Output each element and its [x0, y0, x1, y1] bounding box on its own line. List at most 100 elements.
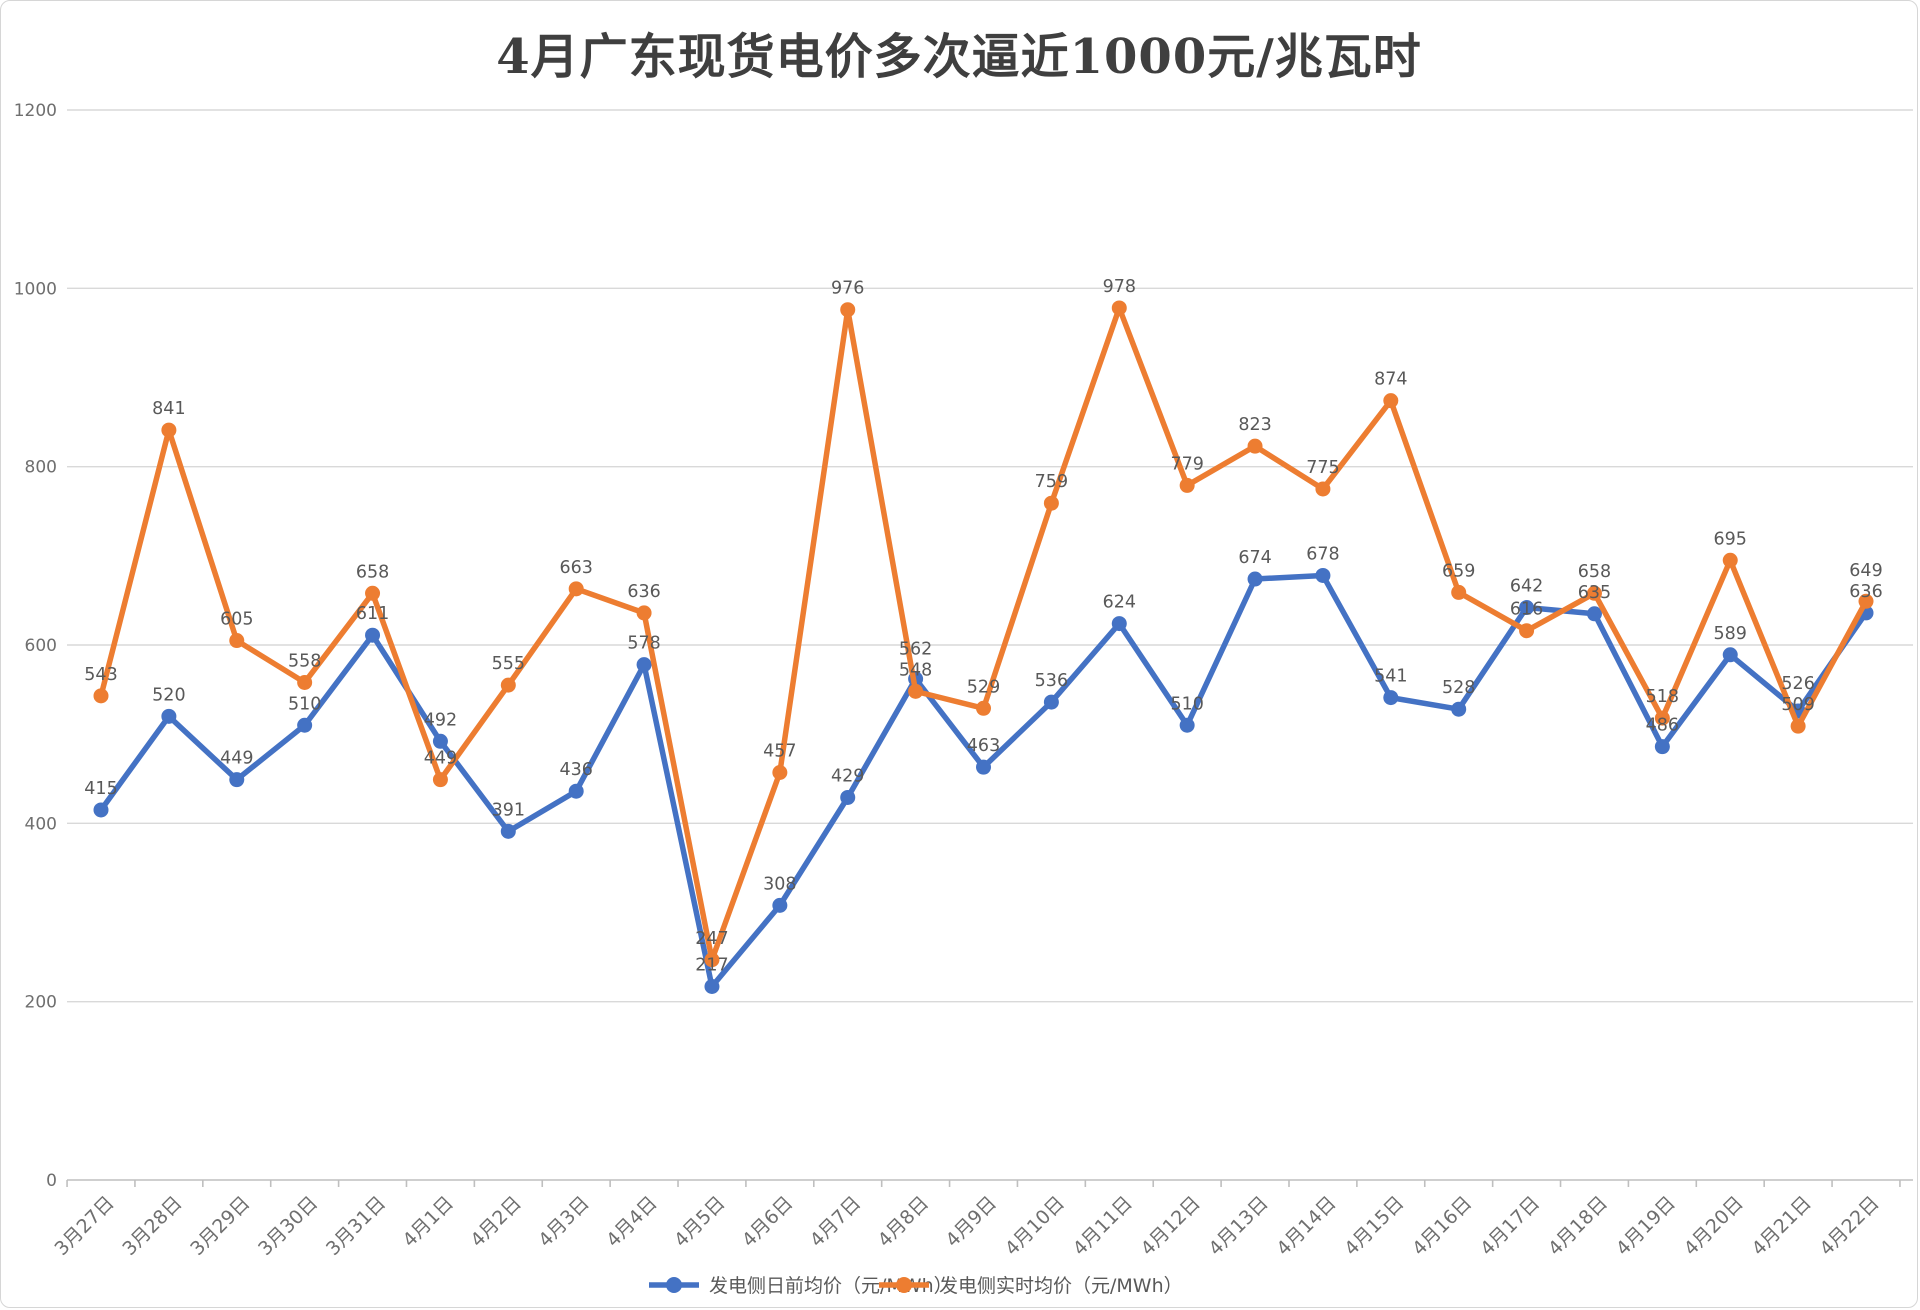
data-label: 635 [1578, 583, 1611, 603]
data-label: 616 [1510, 600, 1543, 620]
x-tick-label: 4月3日 [534, 1192, 594, 1252]
x-tick-label: 4月22日 [1815, 1192, 1883, 1260]
data-point-marker [568, 783, 584, 799]
x-tick-label: 4月14日 [1272, 1192, 1340, 1260]
x-tick-label: 4月5日 [670, 1192, 730, 1252]
data-label: 247 [695, 929, 728, 949]
legend-group: 发电侧日前均价（元/MWh）发电侧实时均价（元/MWh） [649, 1275, 1183, 1297]
data-point-marker [1519, 623, 1535, 639]
data-label: 520 [152, 685, 185, 705]
data-point-marker [229, 633, 245, 649]
data-point-marker [1179, 717, 1195, 733]
x-tick-label: 4月12日 [1137, 1192, 1205, 1260]
data-point-marker [1451, 701, 1467, 717]
data-label: 759 [1035, 472, 1068, 492]
axes-group [66, 1179, 1913, 1187]
x-tick-label: 4月21日 [1748, 1192, 1816, 1260]
data-point-marker [976, 759, 992, 775]
x-tick-label: 4月20日 [1680, 1192, 1748, 1260]
data-label: 463 [967, 736, 1000, 756]
data-label: 636 [627, 582, 660, 602]
data-label: 624 [1103, 593, 1136, 613]
data-point-marker [976, 700, 992, 716]
data-label: 492 [424, 710, 457, 730]
data-point-marker [1519, 600, 1535, 616]
data-label: 636 [1849, 582, 1882, 602]
data-label: 526 [1781, 674, 1814, 694]
x-tick-label: 4月19日 [1612, 1192, 1680, 1260]
data-label: 308 [763, 874, 796, 894]
data-label: 509 [1781, 695, 1814, 715]
legend-marker-dot [896, 1277, 912, 1293]
data-label: 510 [1170, 694, 1203, 714]
data-point-marker [1383, 690, 1399, 706]
data-label: 823 [1238, 415, 1271, 435]
data-label: 436 [559, 760, 592, 780]
x-tick-label: 4月11日 [1069, 1192, 1137, 1260]
y-tick-label: 1200 [14, 101, 57, 121]
data-label: 486 [1646, 716, 1679, 736]
y-tick-label: 200 [25, 993, 57, 1013]
data-label: 541 [1374, 667, 1407, 687]
data-point-marker [500, 823, 516, 839]
gridlines-group [67, 109, 1913, 1003]
data-point-marker [636, 605, 652, 621]
data-point-marker [365, 627, 381, 643]
data-point-marker [772, 765, 788, 781]
x-tick-label: 3月31日 [322, 1192, 390, 1260]
data-label: 874 [1374, 370, 1407, 390]
data-label: 510 [288, 694, 321, 714]
data-point-marker [161, 422, 177, 438]
data-label: 578 [627, 634, 660, 654]
y-tick-label: 800 [25, 458, 57, 478]
data-point-marker [432, 772, 448, 788]
x-tick-label: 3月28日 [118, 1192, 186, 1260]
x-tick-label: 4月7日 [806, 1192, 866, 1252]
chart-title: 4月广东现货电价多次逼近1000元/兆瓦时 [496, 29, 1422, 85]
data-label: 429 [831, 766, 864, 786]
x-tick-label: 4月1日 [398, 1192, 458, 1252]
data-point-marker [1722, 647, 1738, 663]
data-point-marker [1315, 481, 1331, 497]
data-label: 658 [356, 562, 389, 582]
data-point-marker [161, 708, 177, 724]
x-tick-label: 4月6日 [738, 1192, 798, 1252]
data-point-marker [1451, 584, 1467, 600]
data-point-marker [908, 683, 924, 699]
y-tick-label: 400 [25, 814, 57, 834]
data-label: 589 [1714, 624, 1747, 644]
x-tick-label: 3月29日 [186, 1192, 254, 1260]
data-point-marker [1111, 616, 1127, 632]
y-tick-label: 0 [46, 1171, 57, 1191]
data-label: 841 [152, 399, 185, 419]
data-point-marker [840, 302, 856, 318]
x-tick-label: 4月9日 [942, 1192, 1002, 1252]
data-labels-group: 543 415 841 520 605 449 558 510 658 611 492 449 555 3… [84, 277, 1882, 976]
x-tick-label: 4月17日 [1476, 1192, 1544, 1260]
data-point-marker [1247, 438, 1263, 454]
data-label: 543 [84, 665, 117, 685]
data-point-marker [1043, 495, 1059, 511]
x-tick-label: 3月27日 [50, 1192, 118, 1260]
legend-label: 发电侧日前均价（元/MWh） [709, 1275, 953, 1297]
data-label: 558 [288, 651, 321, 671]
data-label: 605 [220, 610, 253, 630]
data-point-marker [1043, 694, 1059, 710]
data-label: 659 [1442, 561, 1475, 581]
data-label: 217 [695, 956, 728, 976]
y-axis-labels-group: 0 200 400 600 800 1000 1200 [14, 101, 57, 1191]
data-point-marker [500, 677, 516, 693]
legend-label: 发电侧实时均价（元/MWh） [939, 1275, 1183, 1297]
x-tick-label: 4月18日 [1544, 1192, 1612, 1260]
y-tick-label: 600 [25, 636, 57, 656]
data-point-marker [1790, 718, 1806, 734]
data-point-marker [1111, 300, 1127, 316]
data-label: 457 [763, 742, 796, 762]
data-label: 529 [967, 677, 1000, 697]
data-point-marker [365, 585, 381, 601]
data-point-marker [93, 688, 109, 704]
data-label: 548 [899, 660, 932, 680]
data-point-marker [1586, 606, 1602, 622]
data-label: 611 [356, 604, 389, 624]
data-point-marker [229, 772, 245, 788]
